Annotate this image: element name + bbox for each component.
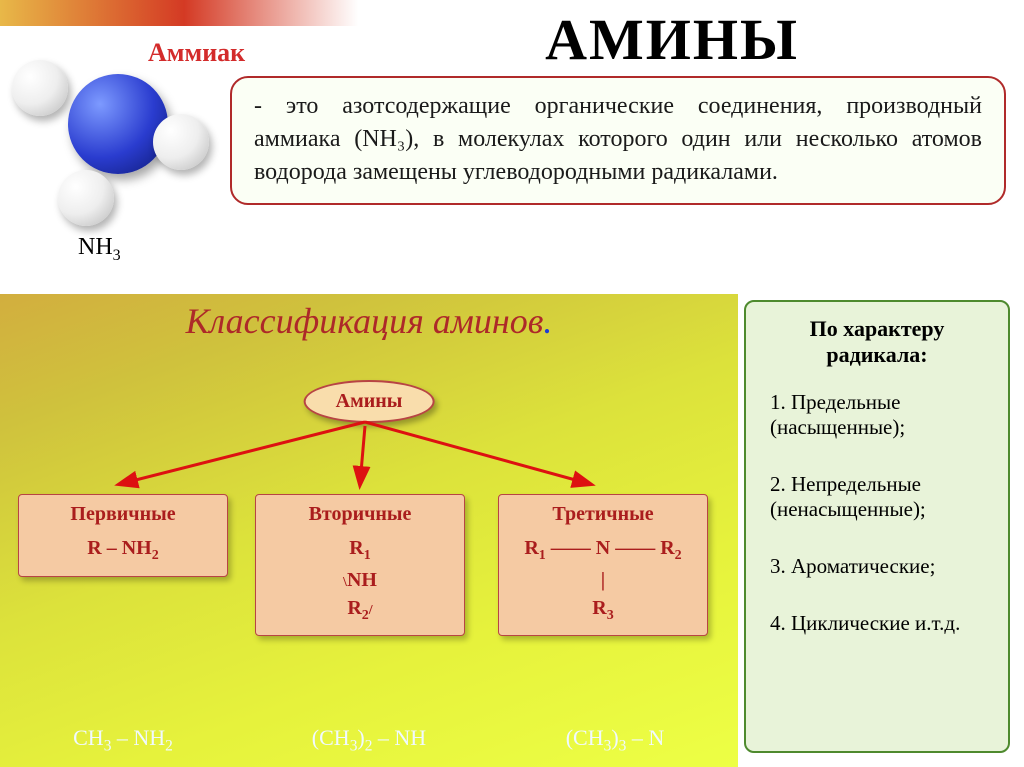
type-head: Вторичные — [262, 503, 458, 526]
definition-box: - это азотсодержащие органические соедин… — [230, 76, 1006, 205]
molecule-figure: Аммиак NH3 — [0, 40, 230, 270]
nitrogen-atom — [68, 74, 168, 174]
type-head: Первичные — [25, 503, 221, 526]
molecule-formula: NH3 — [78, 234, 121, 265]
page-title: АМИНЫ — [330, 6, 1014, 73]
arrow-layer — [0, 418, 730, 498]
type-body: R1\NHR2/ — [262, 534, 458, 625]
type-box-1: Вторичные R1\NHR2/ — [255, 494, 465, 636]
lower-region: Классификация аминов. Амины Первичные R –… — [0, 294, 1024, 767]
radical-item-1: Непредельные (ненасыщенные); — [770, 472, 990, 522]
type-box-2: Третичные R1 —— N —— R2|R3 — [498, 494, 708, 636]
example-formula-2: (CH3)3 – N — [492, 725, 738, 755]
hydrogen-atom-2 — [153, 114, 209, 170]
radical-item-2: Ароматические; — [770, 554, 990, 579]
type-body: R1 —— N —— R2|R3 — [505, 534, 701, 625]
example-formula-row: CH3 – NH2(CH3)2 – NH(CH3)3 – N — [0, 725, 738, 755]
radical-item-3: Циклические и.т.д. — [770, 611, 990, 636]
radical-list: Предельные (насыщенные); Непредельные (не… — [764, 390, 990, 636]
type-box-0: Первичные R – NH2 — [18, 494, 228, 577]
molecule-label: Аммиак — [148, 38, 245, 68]
hydrogen-atom-1 — [12, 60, 68, 116]
example-formula-1: (CH3)2 – NH — [246, 725, 492, 755]
classification-panel: Классификация аминов. Амины Первичные R –… — [0, 294, 738, 767]
radical-character-panel: По характеру радикала: Предельные (насыщ… — [744, 300, 1010, 753]
type-head: Третичные — [505, 503, 701, 526]
classification-title: Классификация аминов. — [0, 300, 738, 342]
example-formula-0: CH3 – NH2 — [0, 725, 246, 755]
type-body: R – NH2 — [25, 534, 221, 566]
root-node: Амины — [304, 380, 435, 423]
radical-item-0: Предельные (насыщенные); — [770, 390, 990, 440]
radical-heading: По характеру радикала: — [764, 316, 990, 368]
hydrogen-atom-3 — [58, 170, 114, 226]
